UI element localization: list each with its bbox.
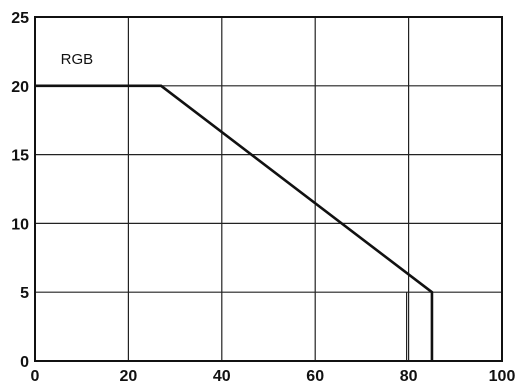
plot-frame [34, 16, 503, 362]
y-tick-label: 5 [20, 285, 29, 302]
y-tick-labels: 0 5 10 15 20 25 [11, 10, 29, 371]
x-tick-label: 60 [306, 368, 324, 385]
x-tick-label: 20 [120, 368, 138, 385]
series-group [35, 84, 434, 361]
y-tick-label: 25 [11, 10, 29, 27]
annotation-rgb: RGB [61, 51, 94, 68]
x-tick-label: 80 [400, 368, 418, 385]
y-tick-label: 15 [11, 148, 29, 165]
x-tick-label: 0 [31, 368, 40, 385]
x-tick-label: 40 [213, 368, 231, 385]
y-tick-label: 10 [11, 216, 29, 233]
y-tick-label: 0 [20, 354, 29, 371]
series-line-0 [35, 84, 434, 361]
y-tick-label: 20 [11, 79, 29, 96]
x-tick-labels: 0 20 40 60 80 100 [31, 368, 516, 385]
x-tick-label: 100 [489, 368, 516, 385]
